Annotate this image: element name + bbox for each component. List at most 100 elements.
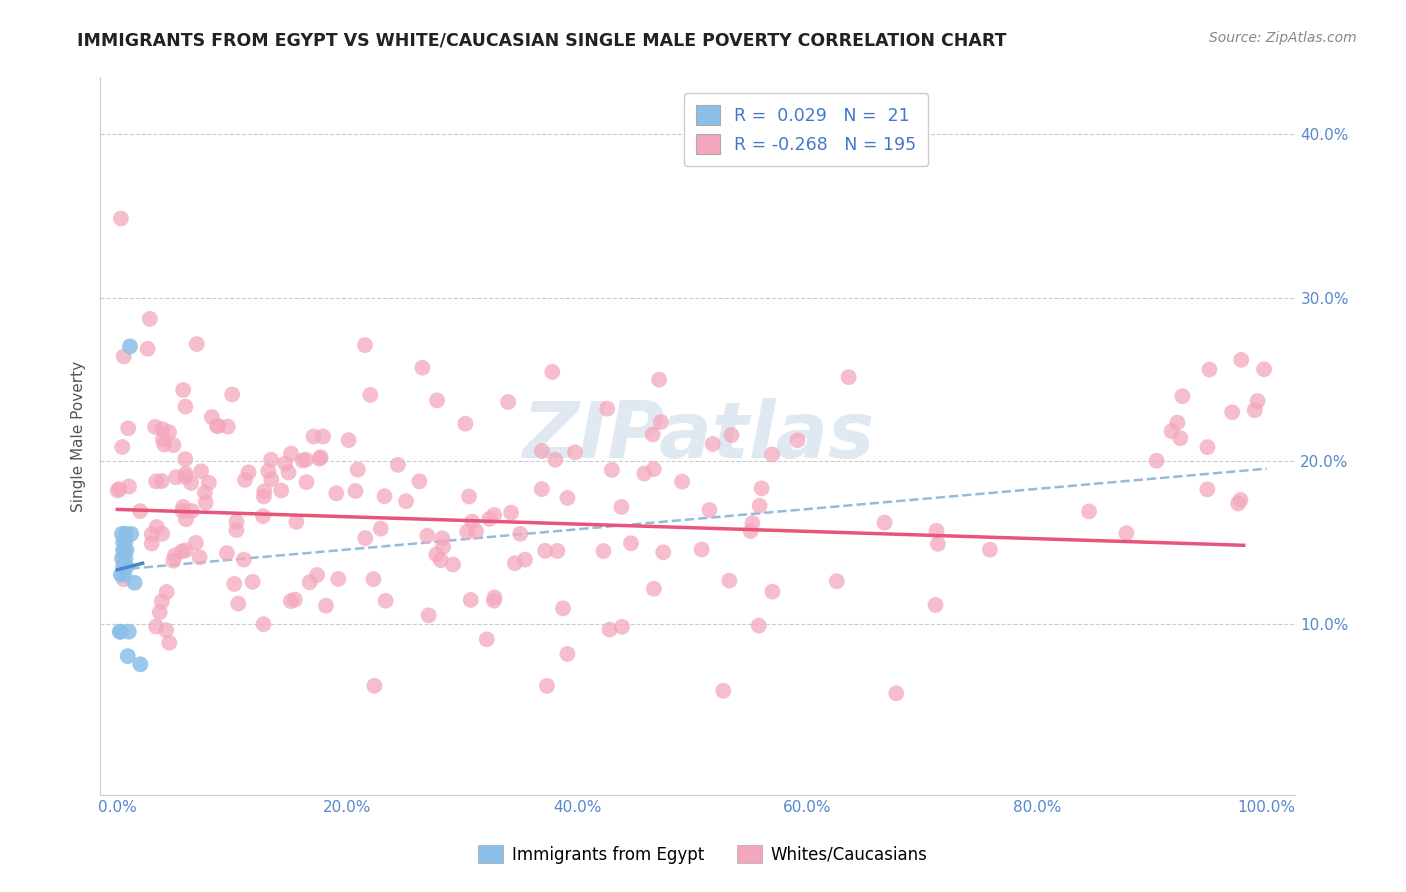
Point [530, 444, 553, 458]
Point [238, 466, 260, 480]
Point [1230, 352, 1253, 367]
Point [650, 415, 672, 429]
Point [150, 526, 173, 541]
Point [112, 350, 135, 364]
Point [260, 452, 283, 467]
Point [174, 512, 197, 526]
Point [225, 523, 247, 537]
Point [129, 504, 152, 518]
Point [482, 593, 505, 607]
Point [786, 434, 808, 448]
Point [143, 420, 166, 434]
Point [924, 598, 946, 612]
Point [298, 575, 321, 590]
Point [1197, 440, 1219, 454]
Point [295, 475, 318, 490]
Point [149, 605, 172, 619]
Point [1146, 454, 1168, 468]
Point [387, 458, 409, 472]
Point [302, 429, 325, 443]
Point [194, 485, 217, 500]
Point [509, 526, 531, 541]
Point [652, 545, 675, 559]
Point [370, 522, 392, 536]
Point [363, 572, 385, 586]
Point [1078, 504, 1101, 518]
Point [599, 623, 621, 637]
Point [280, 594, 302, 608]
Point [884, 686, 907, 700]
Point [186, 337, 208, 351]
Point [307, 568, 329, 582]
Point [460, 593, 482, 607]
Point [157, 425, 180, 439]
Point [354, 531, 377, 545]
Point [180, 475, 202, 490]
Point [188, 550, 211, 565]
Point [1227, 496, 1250, 510]
Point [461, 515, 484, 529]
Point [344, 483, 367, 498]
Point [260, 472, 283, 486]
Point [374, 593, 396, 607]
Point [118, 479, 141, 493]
Point [180, 504, 202, 518]
Point [496, 395, 519, 409]
Point [308, 451, 330, 466]
Point [118, 339, 141, 353]
Point [741, 516, 763, 530]
Point [112, 543, 135, 558]
Point [312, 429, 335, 443]
Point [1246, 394, 1268, 409]
Point [534, 544, 557, 558]
Point [711, 683, 734, 698]
Point [174, 452, 197, 467]
Point [503, 556, 526, 570]
Point [873, 516, 896, 530]
Point [242, 574, 264, 589]
Point [761, 584, 783, 599]
Point [501, 506, 523, 520]
Text: IMMIGRANTS FROM EGYPT VS WHITE/CAUCASIAN SINGLE MALE POVERTY CORRELATION CHART: IMMIGRANTS FROM EGYPT VS WHITE/CAUCASIAN… [77, 31, 1007, 49]
Point [141, 536, 163, 550]
Point [600, 463, 623, 477]
Point [141, 527, 163, 541]
Point [418, 608, 440, 623]
Point [596, 401, 619, 416]
Point [564, 445, 586, 459]
Point [162, 554, 184, 568]
Point [925, 524, 948, 538]
Point [1168, 431, 1191, 445]
Point [112, 572, 135, 586]
Point [284, 592, 307, 607]
Point [557, 647, 579, 661]
Point [115, 543, 138, 558]
Point [270, 483, 292, 498]
Point [359, 388, 381, 402]
Point [610, 620, 633, 634]
Point [411, 360, 433, 375]
Point [232, 552, 254, 566]
Point [1115, 526, 1137, 541]
Point [432, 540, 454, 554]
Point [1253, 362, 1275, 376]
Point [257, 464, 280, 478]
Point [363, 679, 385, 693]
Point [702, 437, 724, 451]
Point [478, 512, 501, 526]
Point [432, 531, 454, 545]
Point [441, 558, 464, 572]
Point [110, 211, 132, 226]
Point [217, 419, 239, 434]
Point [153, 437, 176, 451]
Point [927, 537, 949, 551]
Point [328, 572, 350, 586]
Point [1171, 389, 1194, 403]
Point [112, 559, 135, 574]
Point [751, 481, 773, 495]
Point [280, 446, 302, 460]
Point [475, 632, 498, 647]
Point [170, 544, 193, 558]
Point [112, 543, 135, 558]
Point [374, 489, 396, 503]
